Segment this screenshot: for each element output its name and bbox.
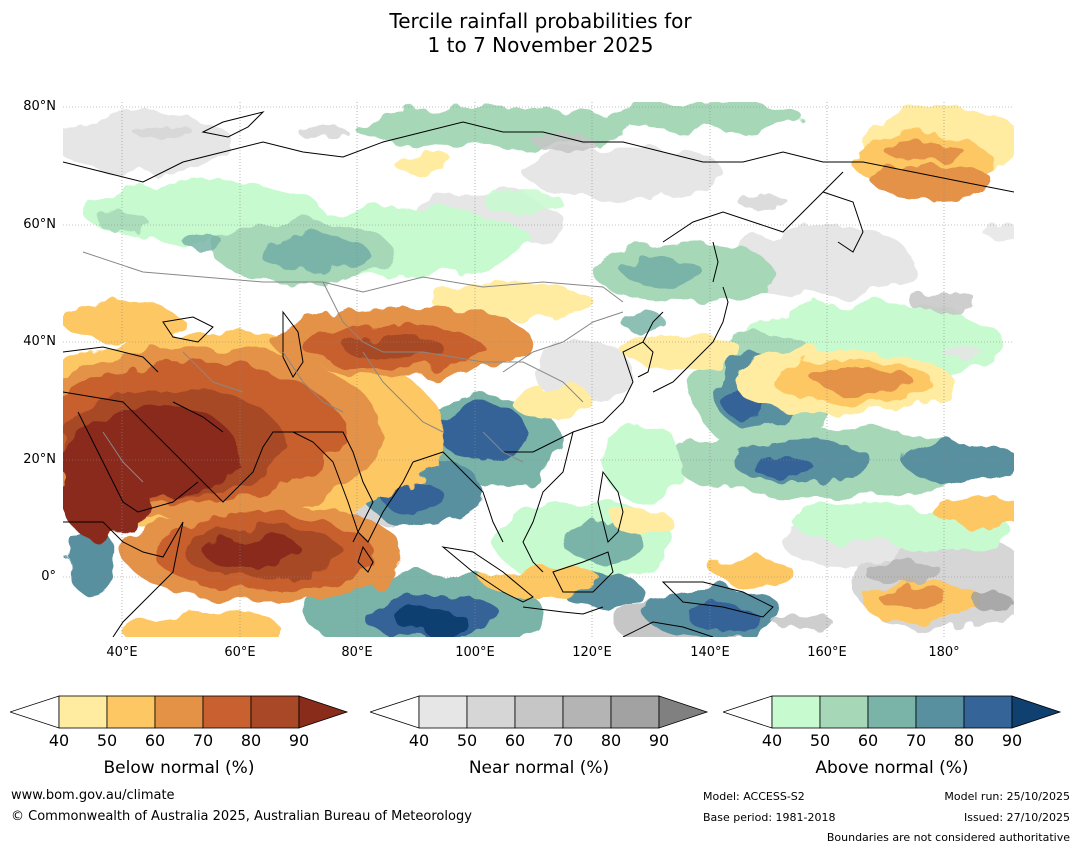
probability-map[interactable] [63, 102, 1014, 637]
chart-title-line1: Tercile rainfall probabilities for [389, 9, 692, 33]
colorbar-below-normal [10, 695, 349, 729]
coast-korea [637, 341, 654, 378]
coast-borneo [552, 551, 614, 593]
lon-label-80e: 80°E [341, 645, 373, 660]
lon-label-160e: 160°E [807, 645, 847, 660]
coast-kamchatka [822, 191, 864, 253]
lon-label-40e: 40°E [106, 645, 138, 660]
coast-black-sea [162, 316, 214, 343]
colorbar-near-extend-high [658, 695, 709, 729]
base-period-text: Base period: 1981-2018 [703, 811, 836, 824]
lat-label-80n: 80°N [23, 99, 56, 114]
colorbar-near-extend-low [370, 695, 420, 729]
coast-okhotsk [662, 171, 844, 243]
coast-novaya-zemlya [201, 111, 265, 138]
lat-label-60n: 60°N [23, 217, 56, 232]
lon-label-100e: 100°E [455, 645, 495, 660]
coast-srilanka [357, 545, 374, 573]
colorbar-near-normal [370, 695, 709, 729]
coast-bay-bengal [412, 451, 504, 543]
colorbar-above-seg-3 [867, 695, 917, 729]
chart-title-line2: 1 to 7 November 2025 [427, 33, 654, 57]
colorbar-near-seg-5 [610, 695, 660, 729]
colorbar-above-tick-80: 80 [953, 731, 975, 750]
coast-java [522, 606, 604, 615]
country-borders [82, 251, 624, 483]
coastlines [63, 111, 1014, 637]
coast-persian-gulf [172, 401, 224, 433]
colorbar-above-seg-5 [963, 695, 1013, 729]
colorbar-above-tick-90: 90 [1001, 731, 1023, 750]
issued-text: Issued: 27/10/2025 [963, 811, 1070, 824]
lon-label-180: 180° [928, 645, 960, 660]
colorbar-below-seg-4 [202, 695, 252, 729]
coast-caspian [282, 310, 304, 378]
field-texture [98, 124, 1014, 630]
colorbar-below-seg-5 [250, 695, 300, 729]
colorbar-above-seg-4 [915, 695, 965, 729]
colorbar-near-seg-1 [418, 695, 468, 729]
colorbar-above-tick-40: 40 [761, 731, 783, 750]
colorbar-below-tick-60: 60 [144, 731, 166, 750]
lon-label-120e: 120°E [572, 645, 612, 660]
lon-label-60e: 60°E [224, 645, 256, 660]
colorbar-above-extend-low [723, 695, 773, 729]
model-text: Model: ACCESS-S2 [703, 790, 805, 803]
colorbar-below-tick-80: 80 [240, 731, 262, 750]
disclaimer-text: Boundaries are not considered authoritat… [826, 831, 1070, 844]
graticule [63, 102, 1014, 637]
colorbar-below-seg-3 [154, 695, 204, 729]
lon-label-140e: 140°E [690, 645, 730, 660]
website-link[interactable]: www.bom.gov.au/climate [11, 788, 175, 803]
colorbar-near-seg-3 [514, 695, 564, 729]
colorbar-below-seg-2 [106, 695, 156, 729]
colorbar-below-title: Below normal (%) [103, 758, 255, 778]
coast-new-guinea [661, 581, 774, 618]
coast-india [292, 431, 414, 543]
colorbar-below-extend-low [10, 695, 60, 729]
lat-label-40n: 40°N [23, 334, 56, 349]
colorbar-near-seg-2 [466, 695, 516, 729]
colorbar-near-seg-4 [562, 695, 612, 729]
coast-sumatra [441, 546, 534, 603]
colorbar-above-tick-70: 70 [905, 731, 927, 750]
coast-mediterranean [63, 346, 159, 373]
colorbar-below-tick-70: 70 [192, 731, 214, 750]
colorbar-near-tick-60: 60 [504, 731, 526, 750]
colorbar-above-tick-60: 60 [857, 731, 879, 750]
model-run-text: Model run: 25/10/2025 [944, 790, 1070, 803]
coast-africa [63, 521, 184, 637]
colorbar-above-extend-high [1011, 695, 1062, 729]
colorbar-above-tick-50: 50 [809, 731, 831, 750]
coast-indochina [503, 431, 574, 573]
colorbar-below-tick-90: 90 [288, 731, 310, 750]
coast-sakhalin [712, 241, 719, 283]
colorbar-above-seg-2 [819, 695, 869, 729]
coast-australia-north [622, 621, 714, 637]
colorbar-above-normal [723, 695, 1062, 729]
colorbar-near-tick-90: 90 [648, 731, 670, 750]
coast-red-sea [77, 411, 199, 513]
coast-arctic [63, 121, 1014, 193]
colorbar-below-extend-high [298, 695, 349, 729]
coast-arabia [63, 391, 374, 543]
colorbar-near-tick-40: 40 [408, 731, 430, 750]
colorbar-above-title: Above normal (%) [815, 758, 969, 778]
coast-china [572, 311, 664, 433]
colorbar-near-title: Near normal (%) [468, 758, 610, 778]
colorbar-below-seg-1 [58, 695, 108, 729]
lat-label-20n: 20°N [23, 452, 56, 467]
copyright-text: © Commonwealth of Australia 2025, Austra… [11, 809, 472, 824]
colorbar-below-tick-50: 50 [96, 731, 118, 750]
colorbar-near-tick-80: 80 [600, 731, 622, 750]
lat-label-0: 0° [41, 569, 56, 584]
colorbar-near-tick-50: 50 [456, 731, 478, 750]
colorbar-below-tick-40: 40 [48, 731, 70, 750]
coast-philippines [597, 470, 624, 543]
colorbar-near-tick-70: 70 [552, 731, 574, 750]
coast-japan [652, 286, 729, 393]
colorbar-above-seg-1 [771, 695, 821, 729]
